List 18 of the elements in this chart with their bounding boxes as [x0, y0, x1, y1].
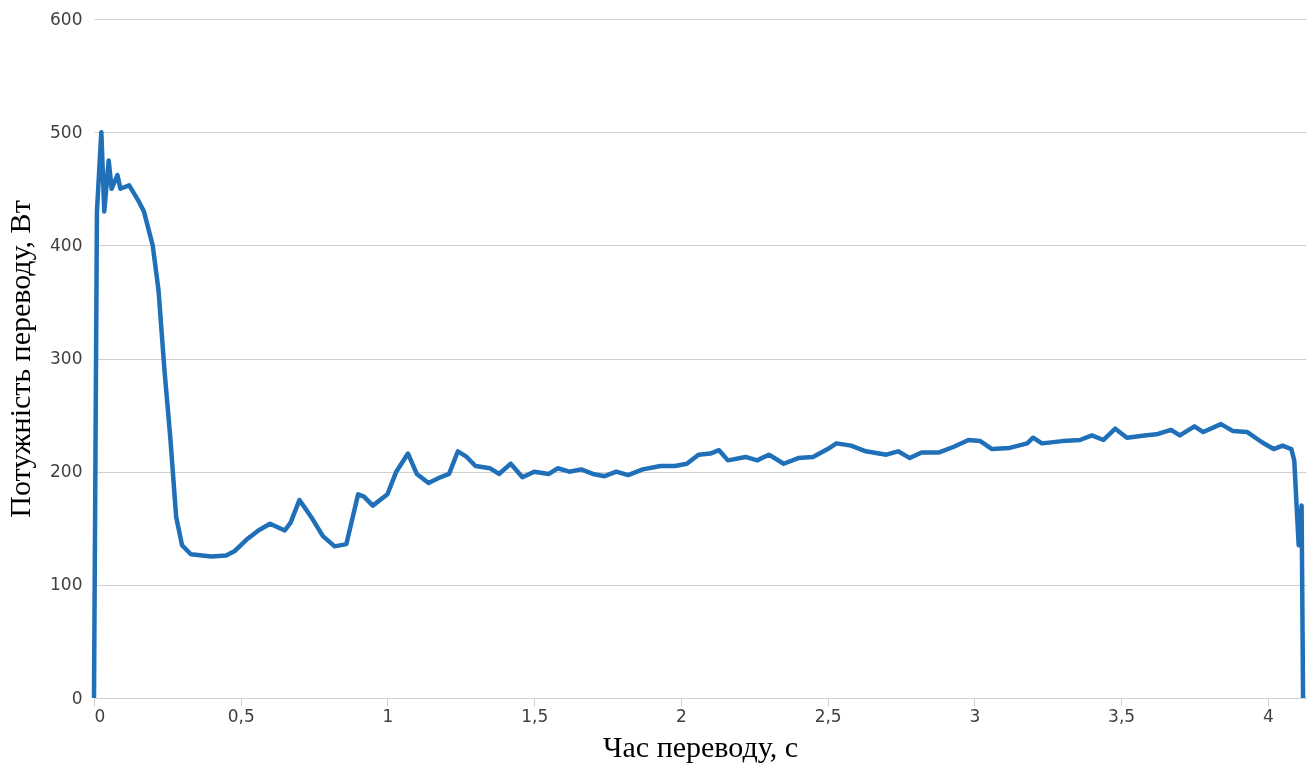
- y-tick-label: 300: [50, 348, 83, 368]
- x-axis-title: Час переводу, с: [603, 729, 798, 763]
- y-tick-label: 400: [50, 234, 83, 255]
- y-tick-label: 100: [50, 574, 83, 595]
- x-tick-label: 2,5: [814, 705, 842, 726]
- x-tick-label: 0: [94, 705, 106, 726]
- x-tick-label: 1: [382, 705, 394, 726]
- x-tick-label: 2: [676, 705, 687, 726]
- x-tick-label: 3: [969, 705, 981, 726]
- x-tick-label: 3,5: [1108, 705, 1136, 726]
- x-tick-label: 0,5: [227, 705, 255, 726]
- y-axis-title: Потужність переводу, Вт: [3, 200, 37, 518]
- y-tick-label: 0: [71, 687, 83, 708]
- x-tick-label: 4: [1262, 705, 1274, 726]
- y-tick-label: 600: [50, 8, 83, 29]
- x-tick-label: 1,5: [521, 705, 549, 726]
- y-tick-label: 500: [50, 121, 83, 142]
- y-tick-label: 200: [50, 461, 83, 482]
